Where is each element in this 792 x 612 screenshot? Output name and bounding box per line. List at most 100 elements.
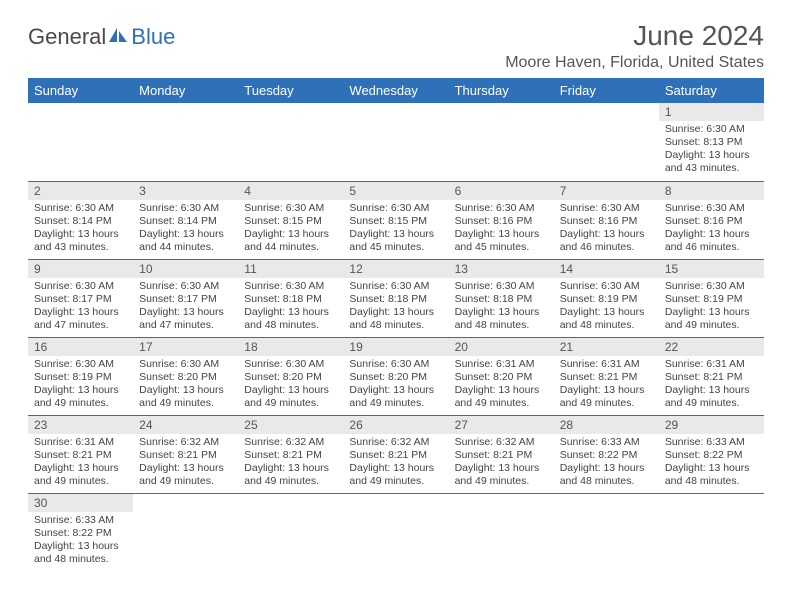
sunset-text: Sunset: 8:20 PM xyxy=(139,371,232,384)
daylight-text: Daylight: 13 hours and 49 minutes. xyxy=(455,384,548,410)
sunrise-text: Sunrise: 6:30 AM xyxy=(34,280,127,293)
calendar-cell: 25Sunrise: 6:32 AMSunset: 8:21 PMDayligh… xyxy=(238,415,343,493)
calendar-cell xyxy=(449,493,554,571)
sunrise-text: Sunrise: 6:30 AM xyxy=(665,280,758,293)
calendar-cell: 1Sunrise: 6:30 AMSunset: 8:13 PMDaylight… xyxy=(659,103,764,181)
calendar-cell: 22Sunrise: 6:31 AMSunset: 8:21 PMDayligh… xyxy=(659,337,764,415)
sunrise-text: Sunrise: 6:30 AM xyxy=(139,358,232,371)
day-number: 30 xyxy=(28,494,133,512)
sunset-text: Sunset: 8:22 PM xyxy=(560,449,653,462)
sunrise-text: Sunrise: 6:31 AM xyxy=(665,358,758,371)
day-details: Sunrise: 6:30 AMSunset: 8:20 PMDaylight:… xyxy=(133,356,238,415)
sunset-text: Sunset: 8:22 PM xyxy=(34,527,127,540)
sunrise-text: Sunrise: 6:30 AM xyxy=(560,280,653,293)
day-number: 7 xyxy=(554,182,659,200)
sunset-text: Sunset: 8:13 PM xyxy=(665,136,758,149)
sunset-text: Sunset: 8:22 PM xyxy=(665,449,758,462)
column-header: Sunday xyxy=(28,78,133,103)
day-number: 9 xyxy=(28,260,133,278)
column-header: Thursday xyxy=(449,78,554,103)
day-number: 4 xyxy=(238,182,343,200)
sunrise-text: Sunrise: 6:32 AM xyxy=(455,436,548,449)
calendar-cell: 19Sunrise: 6:30 AMSunset: 8:20 PMDayligh… xyxy=(343,337,448,415)
day-number: 15 xyxy=(659,260,764,278)
calendar-cell: 29Sunrise: 6:33 AMSunset: 8:22 PMDayligh… xyxy=(659,415,764,493)
day-details: Sunrise: 6:31 AMSunset: 8:21 PMDaylight:… xyxy=(554,356,659,415)
day-details: Sunrise: 6:30 AMSunset: 8:15 PMDaylight:… xyxy=(238,200,343,259)
sunrise-text: Sunrise: 6:32 AM xyxy=(244,436,337,449)
sunset-text: Sunset: 8:14 PM xyxy=(139,215,232,228)
sunrise-text: Sunrise: 6:30 AM xyxy=(139,202,232,215)
calendar-cell: 17Sunrise: 6:30 AMSunset: 8:20 PMDayligh… xyxy=(133,337,238,415)
day-details: Sunrise: 6:33 AMSunset: 8:22 PMDaylight:… xyxy=(659,434,764,493)
sunset-text: Sunset: 8:18 PM xyxy=(455,293,548,306)
calendar-cell: 23Sunrise: 6:31 AMSunset: 8:21 PMDayligh… xyxy=(28,415,133,493)
daylight-text: Daylight: 13 hours and 44 minutes. xyxy=(139,228,232,254)
sunset-text: Sunset: 8:21 PM xyxy=(665,371,758,384)
sunset-text: Sunset: 8:16 PM xyxy=(560,215,653,228)
calendar-cell: 4Sunrise: 6:30 AMSunset: 8:15 PMDaylight… xyxy=(238,181,343,259)
sunset-text: Sunset: 8:15 PM xyxy=(244,215,337,228)
calendar-cell: 3 Sunrise: 6:30 AMSunset: 8:14 PMDaylight… xyxy=(133,181,238,259)
sunset-text: Sunset: 8:21 PM xyxy=(34,449,127,462)
day-number: 3 xyxy=(133,182,238,200)
day-details: Sunrise: 6:30 AMSunset: 8:18 PMDaylight:… xyxy=(343,278,448,337)
calendar-cell xyxy=(238,493,343,571)
day-details: Sunrise: 6:31 AMSunset: 8:20 PMDaylight:… xyxy=(449,356,554,415)
column-header: Tuesday xyxy=(238,78,343,103)
column-header: Saturday xyxy=(659,78,764,103)
sunset-text: Sunset: 8:20 PM xyxy=(455,371,548,384)
calendar-cell xyxy=(554,103,659,181)
calendar-cell: 5Sunrise: 6:30 AMSunset: 8:15 PMDaylight… xyxy=(343,181,448,259)
sunset-text: Sunset: 8:21 PM xyxy=(139,449,232,462)
calendar-cell: 26Sunrise: 6:32 AMSunset: 8:21 PMDayligh… xyxy=(343,415,448,493)
day-details: Sunrise: 6:30 AMSunset: 8:17 PMDaylight:… xyxy=(28,278,133,337)
day-number: 21 xyxy=(554,338,659,356)
sunrise-text: Sunrise: 6:31 AM xyxy=(560,358,653,371)
calendar-cell: 21Sunrise: 6:31 AMSunset: 8:21 PMDayligh… xyxy=(554,337,659,415)
daylight-text: Daylight: 13 hours and 48 minutes. xyxy=(244,306,337,332)
daylight-text: Daylight: 13 hours and 49 minutes. xyxy=(665,306,758,332)
column-header: Wednesday xyxy=(343,78,448,103)
calendar-cell: 28Sunrise: 6:33 AMSunset: 8:22 PMDayligh… xyxy=(554,415,659,493)
sunrise-text: Sunrise: 6:30 AM xyxy=(455,202,548,215)
day-details: Sunrise: 6:30 AMSunset: 8:13 PMDaylight:… xyxy=(659,121,764,180)
day-number: 5 xyxy=(343,182,448,200)
calendar-row: 16Sunrise: 6:30 AMSunset: 8:19 PMDayligh… xyxy=(28,337,764,415)
daylight-text: Daylight: 13 hours and 49 minutes. xyxy=(349,462,442,488)
sunrise-text: Sunrise: 6:30 AM xyxy=(665,123,758,136)
daylight-text: Daylight: 13 hours and 49 minutes. xyxy=(139,462,232,488)
sunrise-text: Sunrise: 6:30 AM xyxy=(244,280,337,293)
day-details: Sunrise: 6:32 AMSunset: 8:21 PMDaylight:… xyxy=(343,434,448,493)
daylight-text: Daylight: 13 hours and 46 minutes. xyxy=(560,228,653,254)
sunset-text: Sunset: 8:15 PM xyxy=(349,215,442,228)
daylight-text: Daylight: 13 hours and 49 minutes. xyxy=(139,384,232,410)
calendar-table: SundayMondayTuesdayWednesdayThursdayFrid… xyxy=(28,78,764,571)
daylight-text: Daylight: 13 hours and 49 minutes. xyxy=(665,384,758,410)
day-number: 13 xyxy=(449,260,554,278)
sunrise-text: Sunrise: 6:30 AM xyxy=(34,358,127,371)
day-number: 29 xyxy=(659,416,764,434)
calendar-row: 23Sunrise: 6:31 AMSunset: 8:21 PMDayligh… xyxy=(28,415,764,493)
daylight-text: Daylight: 13 hours and 45 minutes. xyxy=(349,228,442,254)
daylight-text: Daylight: 13 hours and 48 minutes. xyxy=(560,306,653,332)
sunset-text: Sunset: 8:14 PM xyxy=(34,215,127,228)
calendar-cell: 8Sunrise: 6:30 AMSunset: 8:16 PMDaylight… xyxy=(659,181,764,259)
day-number: 12 xyxy=(343,260,448,278)
day-number: 23 xyxy=(28,416,133,434)
calendar-cell xyxy=(659,493,764,571)
day-details: Sunrise: 6:30 AMSunset: 8:20 PMDaylight:… xyxy=(343,356,448,415)
day-number: 19 xyxy=(343,338,448,356)
day-number: 26 xyxy=(343,416,448,434)
calendar-cell: 18Sunrise: 6:30 AMSunset: 8:20 PMDayligh… xyxy=(238,337,343,415)
day-details: Sunrise: 6:31 AMSunset: 8:21 PMDaylight:… xyxy=(659,356,764,415)
sunrise-text: Sunrise: 6:30 AM xyxy=(560,202,653,215)
sunrise-text: Sunrise: 6:31 AM xyxy=(34,436,127,449)
calendar-cell xyxy=(343,103,448,181)
sunrise-text: Sunrise: 6:32 AM xyxy=(349,436,442,449)
day-number: 8 xyxy=(659,182,764,200)
sunrise-text: Sunrise: 6:32 AM xyxy=(139,436,232,449)
day-number: 25 xyxy=(238,416,343,434)
calendar-cell: 2Sunrise: 6:30 AMSunset: 8:14 PMDaylight… xyxy=(28,181,133,259)
day-details: Sunrise: 6:30 AMSunset: 8:18 PMDaylight:… xyxy=(238,278,343,337)
